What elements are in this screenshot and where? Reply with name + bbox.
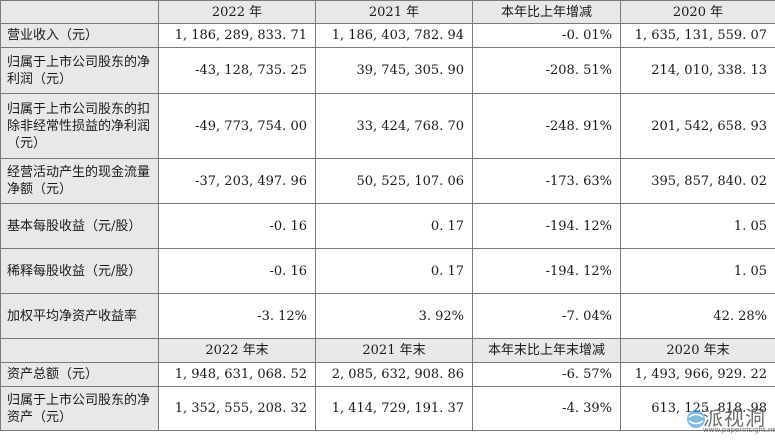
value-cell: 1, 352, 555, 208. 32 [158, 386, 316, 431]
value-cell: -43, 128, 735. 25 [158, 47, 316, 94]
value-cell: 50, 525, 107. 06 [315, 158, 473, 204]
row-label: 经营活动产生的现金流量净额（元） [0, 158, 159, 204]
header-cell: 2020 年末 [620, 338, 775, 363]
value-cell: -6. 57% [472, 362, 621, 387]
value-cell: 0. 17 [315, 203, 473, 249]
value-cell: 1, 635, 131, 559. 07 [620, 23, 775, 48]
value-cell: 3. 92% [315, 293, 473, 339]
value-cell: 39, 745, 305. 90 [315, 47, 473, 94]
table-row: 加权平均净资产收益率 -3. 12% 3. 92% -7. 04% 42. 28… [0, 293, 775, 339]
value-cell: 201, 542, 658. 93 [620, 93, 775, 159]
header-row-year-end: 2022 年末 2021 年末 本年末比上年末增减 2020 年末 [0, 338, 775, 363]
value-cell: -49, 773, 754. 00 [158, 93, 316, 159]
table-row: 基本每股收益（元/股） -0. 16 0. 17 -194. 12% 1. 05 [0, 203, 775, 249]
watermark-globe-icon [687, 410, 705, 428]
value-cell: -208. 51% [472, 47, 621, 94]
header-corner-cell [0, 0, 159, 24]
row-label: 营业收入（元） [0, 23, 159, 48]
value-cell: 1. 05 [620, 248, 775, 294]
row-label: 稀释每股收益（元/股） [0, 248, 159, 294]
watermark-url: www.paperinsight.net [703, 426, 775, 434]
watermark-logo: 派视洞 www.paperinsight.net [685, 400, 775, 440]
watermark-text: 派视洞 [703, 406, 766, 430]
row-label: 归属于上市公司股东的净利润（元） [0, 47, 159, 94]
value-cell: -7. 04% [472, 293, 621, 339]
table-row: 经营活动产生的现金流量净额（元） -37, 203, 497. 96 50, 5… [0, 158, 775, 204]
header-row-annual: 2022 年 2021 年 本年比上年增减 2020 年 [0, 0, 775, 24]
table-row: 营业收入（元） 1, 186, 289, 833. 71 1, 186, 403… [0, 23, 775, 48]
header-cell: 本年末比上年末增减 [472, 338, 621, 363]
table-row: 归属于上市公司股东的扣除非经常性损益的净利润（元） -49, 773, 754.… [0, 93, 775, 159]
header-cell: 2020 年 [620, 0, 775, 24]
value-cell: 1, 948, 631, 068. 52 [158, 362, 316, 387]
row-label: 归属于上市公司股东的净资产（元） [0, 386, 159, 431]
table-row: 稀释每股收益（元/股） -0. 16 0. 17 -194. 12% 1. 05 [0, 248, 775, 294]
value-cell: 2, 085, 632, 908. 86 [315, 362, 473, 387]
value-cell: -37, 203, 497. 96 [158, 158, 316, 204]
header-corner-cell [0, 338, 159, 363]
value-cell: 214, 010, 338. 13 [620, 47, 775, 94]
value-cell: 1, 493, 966, 929. 22 [620, 362, 775, 387]
row-label: 归属于上市公司股东的扣除非经常性损益的净利润（元） [0, 93, 159, 159]
value-cell: -194. 12% [472, 248, 621, 294]
value-cell: -4. 39% [472, 386, 621, 431]
value-cell: -0. 16 [158, 248, 316, 294]
header-cell: 2022 年 [158, 0, 316, 24]
header-cell: 2021 年末 [315, 338, 473, 363]
value-cell: -3. 12% [158, 293, 316, 339]
value-cell: 42. 28% [620, 293, 775, 339]
header-cell: 2022 年末 [158, 338, 316, 363]
row-label: 基本每股收益（元/股） [0, 203, 159, 249]
row-label: 加权平均净资产收益率 [0, 293, 159, 339]
header-cell: 本年比上年增减 [472, 0, 621, 24]
value-cell: 1, 186, 403, 782. 94 [315, 23, 473, 48]
header-cell: 2021 年 [315, 0, 473, 24]
value-cell: -0. 01% [472, 23, 621, 48]
value-cell: 33, 424, 768. 70 [315, 93, 473, 159]
value-cell: 1. 05 [620, 203, 775, 249]
table-row: 归属于上市公司股东的净资产（元） 1, 352, 555, 208. 32 1,… [0, 386, 775, 431]
value-cell: -0. 16 [158, 203, 316, 249]
value-cell: 1, 186, 289, 833. 71 [158, 23, 316, 48]
row-label: 资产总额（元） [0, 362, 159, 387]
value-cell: -194. 12% [472, 203, 621, 249]
value-cell: 1, 414, 729, 191. 37 [315, 386, 473, 431]
financial-summary-table: 2022 年 2021 年 本年比上年增减 2020 年 营业收入（元） 1, … [0, 0, 775, 431]
table-row: 资产总额（元） 1, 948, 631, 068. 52 2, 085, 632… [0, 362, 775, 387]
value-cell: -173. 63% [472, 158, 621, 204]
table-row: 归属于上市公司股东的净利润（元） -43, 128, 735. 25 39, 7… [0, 47, 775, 94]
value-cell: 0. 17 [315, 248, 473, 294]
value-cell: 395, 857, 840. 02 [620, 158, 775, 204]
value-cell: -248. 91% [472, 93, 621, 159]
